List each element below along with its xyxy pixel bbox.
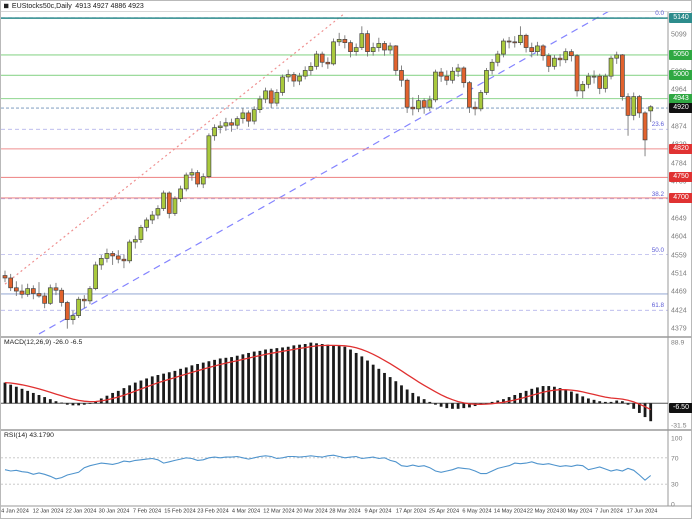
date-axis-label: 7 Jun 2024 (595, 508, 623, 515)
date-axis-label: 25 Apr 2024 (428, 508, 460, 515)
price-badge: 5050 (669, 49, 692, 60)
price-axis-label: 4649 (671, 214, 687, 223)
date-axis-label: 20 Mar 2024 (296, 508, 328, 515)
fib-level-label: 0.0 (655, 10, 664, 17)
date-axis-label: 4 Mar 2024 (231, 508, 261, 515)
macd-scale-max: 88.9 (671, 338, 685, 347)
price-badge: 4920 (669, 103, 692, 113)
price-axis-label: 4559 (671, 251, 687, 259)
price-axis-label: 4469 (671, 287, 687, 296)
price-badge: 5140 (669, 13, 692, 24)
ohlc-readout: 4913 4927 4886 4923 (75, 2, 144, 10)
main-pane[interactable] (1, 10, 668, 335)
rsi-label: RSI(14) 43.1790 (4, 431, 54, 439)
date-axis-label: 4 Jan 2024 (1, 508, 29, 515)
price-axis-label: 5099 (671, 30, 687, 39)
price-badge: 4700 (669, 192, 692, 203)
price-axis-label: 4604 (671, 232, 687, 241)
date-axis-label: 12 Jan 2024 (32, 508, 64, 515)
price-badge: 4750 (669, 172, 692, 183)
rsi-scale-label: 30 (671, 480, 679, 489)
date-axis-label: 9 Apr 2024 (364, 508, 392, 515)
macd-scale-min: -31.5 (671, 421, 687, 430)
price-axis-label: 4379 (671, 324, 687, 333)
price-badge: 4820 (669, 143, 692, 154)
price-badge: 4943 (669, 93, 692, 104)
macd-label: MACD(12,26,9) -26.0 -6.5 (4, 338, 83, 346)
fib-level-label: 61.8 (651, 302, 664, 310)
rsi-scale-label: 70 (671, 454, 679, 463)
date-axis-label: 28 Mar 2024 (329, 508, 361, 515)
price-axis-label: 4424 (671, 306, 687, 315)
price-axis-label: 4874 (671, 122, 687, 131)
date-axis-label: 7 Feb 2024 (132, 508, 162, 515)
date-axis-label: 30 May 2024 (559, 508, 593, 515)
date-axis-label: 22 May 2024 (526, 508, 560, 515)
date-axis-label: 6 May 2024 (462, 508, 492, 515)
symbol-title: EUStocks50c,Daily (11, 2, 72, 10)
date-axis-label: 14 May 2024 (493, 508, 527, 515)
date-axis-label: 17 Apr 2024 (395, 508, 427, 515)
date-axis-label: 22 Jan 2024 (65, 508, 97, 515)
symbol-icon (4, 3, 9, 9)
price-badge: 5000 (669, 70, 692, 81)
rsi-scale-label: 0 (671, 500, 675, 509)
date-axis-label: 30 Jan 2024 (98, 508, 130, 515)
fib-level-label: 38.2 (651, 191, 664, 198)
date-axis-label: 17 Jun 2024 (626, 508, 658, 515)
price-axis-label: 4784 (671, 159, 687, 168)
rsi-scale-label: 100 (671, 434, 683, 443)
macd-value-badge: -6.50 (669, 402, 692, 413)
price-axis-label: 4964 (671, 85, 687, 94)
chart-title-bar: EUStocks50c,Daily 4913 4927 4886 4923 (4, 2, 144, 10)
date-axis-label: 15 Feb 2024 (164, 508, 196, 515)
date-axis-label: 12 Mar 2024 (263, 508, 295, 515)
price-axis-label: 4514 (671, 269, 687, 278)
date-axis-label: 23 Feb 2024 (197, 508, 229, 515)
fib-level-label: 50.0 (651, 247, 664, 254)
fib-level-label: 23.6 (651, 121, 664, 129)
